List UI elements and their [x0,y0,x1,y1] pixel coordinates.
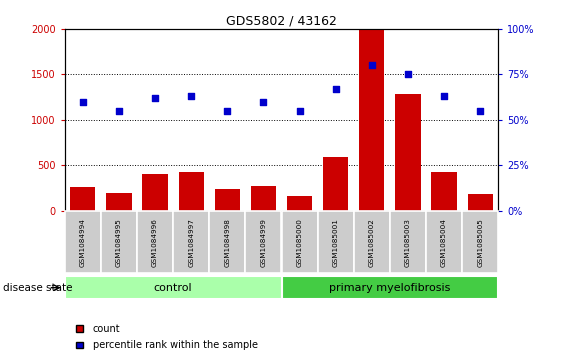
Text: percentile rank within the sample: percentile rank within the sample [93,340,258,350]
Bar [323,157,348,211]
Title: GDS5802 / 43162: GDS5802 / 43162 [226,15,337,28]
Bar [142,174,168,211]
Bar [426,211,462,273]
Text: GSM1085003: GSM1085003 [405,218,411,267]
Point [150,95,159,101]
Text: GSM1085001: GSM1085001 [333,218,339,267]
Bar [318,211,354,273]
Text: GSM1084996: GSM1084996 [152,218,158,267]
Text: GSM1084997: GSM1084997 [188,218,194,267]
Point [440,93,449,99]
Text: GSM1084994: GSM1084994 [80,218,86,267]
Point [367,62,376,68]
Text: GSM1085000: GSM1085000 [297,218,302,267]
Text: GSM1085005: GSM1085005 [477,218,483,267]
Bar [431,172,457,211]
Bar [215,189,240,211]
Bar [70,187,96,211]
Bar [106,193,132,211]
Bar [209,211,245,273]
Bar [65,276,282,299]
Point [78,99,87,105]
Bar [462,211,498,273]
Point [476,108,485,114]
Point [295,108,304,114]
Bar [282,211,318,273]
Bar [395,94,421,211]
Text: GSM1084998: GSM1084998 [224,218,230,267]
Bar [390,211,426,273]
Text: control: control [154,283,193,293]
Bar [173,211,209,273]
Bar [251,186,276,211]
Point [223,108,232,114]
Text: disease state: disease state [3,283,72,293]
Bar [65,211,101,273]
Bar [467,194,493,211]
Text: count: count [93,323,120,334]
Text: GSM1085004: GSM1085004 [441,218,447,267]
Bar [245,211,282,273]
Point [259,99,268,105]
Text: GSM1085002: GSM1085002 [369,218,375,267]
Point [331,86,340,92]
Point [187,93,196,99]
Bar [178,172,204,211]
Text: GSM1084999: GSM1084999 [261,218,266,267]
Point [404,72,413,77]
Bar [137,211,173,273]
Bar [101,211,137,273]
Bar [354,211,390,273]
Bar [359,30,385,211]
Bar [287,196,312,211]
Text: primary myelofibrosis: primary myelofibrosis [329,283,450,293]
Bar [282,276,498,299]
Point [114,108,123,114]
Text: GSM1084995: GSM1084995 [116,218,122,267]
